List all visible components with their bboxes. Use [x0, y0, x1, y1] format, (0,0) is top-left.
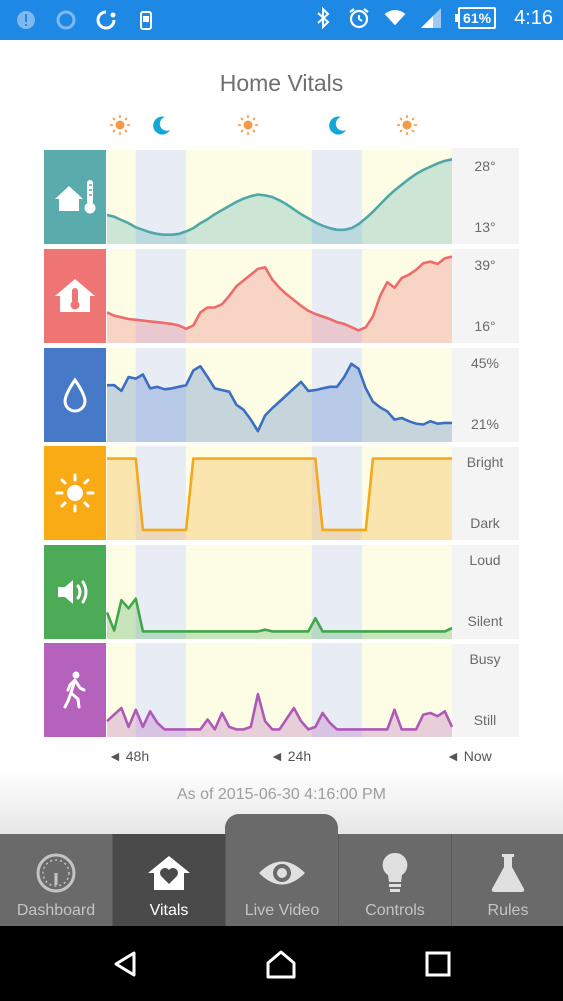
tab-dashboard[interactable]: Dashboard — [0, 834, 112, 926]
sun-icon — [55, 473, 95, 513]
row-humidity-max: 45% — [470, 355, 500, 371]
night-band — [135, 150, 187, 244]
walking-person-icon — [63, 671, 86, 709]
tile-humidity[interactable] — [44, 348, 106, 442]
alarm-icon — [347, 6, 371, 30]
series-line — [106, 692, 454, 731]
day-night-indicators — [0, 112, 563, 142]
x-tick-now: ◄ Now — [446, 748, 492, 764]
back-icon[interactable] — [107, 946, 143, 982]
moon-icon — [150, 112, 172, 138]
page-title: Home Vitals — [219, 70, 344, 96]
gauge-icon — [36, 853, 76, 893]
series-line — [105, 597, 453, 633]
tile-temperature-outdoor[interactable] — [44, 150, 106, 244]
tile-temperature-indoor[interactable] — [44, 249, 106, 343]
night-band — [311, 348, 363, 442]
night-band — [311, 446, 363, 540]
tab-live-video[interactable]: Live Video — [226, 834, 338, 926]
row-temperature-indoor-min: 16° — [474, 318, 496, 334]
home-icon[interactable] — [263, 946, 299, 982]
row-light-max: Bright — [466, 454, 504, 470]
tab-vitals[interactable]: Vitals — [113, 834, 225, 926]
status-time: 4:16 — [514, 6, 553, 29]
as-of-timestamp: As of 2015-06-30 4:16:00 PM — [176, 786, 387, 803]
sun-icon — [396, 112, 418, 138]
alert-icon — [14, 8, 38, 32]
tab-rules[interactable]: Rules — [452, 834, 563, 926]
home-thermometer-icon — [55, 279, 95, 312]
circle-icon — [94, 8, 118, 32]
tab-vitals-label: Vitals — [149, 902, 189, 919]
battery-indicator: 61% — [455, 7, 497, 29]
series-line — [106, 158, 453, 236]
row-humidity-min: 21% — [470, 416, 500, 432]
tab-controls[interactable]: Controls — [339, 834, 451, 926]
eye-icon — [259, 861, 305, 885]
tab-dashboard-label: Dashboard — [16, 902, 96, 919]
row-temperature-indoor-max: 39° — [474, 257, 496, 273]
phone-icon — [134, 8, 158, 32]
x-tick-48h: ◄ 48h — [108, 748, 150, 764]
vitals-chart — [44, 148, 519, 740]
recents-icon[interactable] — [420, 946, 456, 982]
series-line — [106, 255, 453, 332]
series-area — [107, 458, 452, 540]
sun-icon — [109, 112, 131, 138]
night-band — [135, 446, 187, 540]
row-sound-max: Loud — [469, 552, 501, 568]
signal-icon — [419, 6, 443, 30]
speaker-icon — [58, 580, 88, 604]
series-area — [107, 256, 452, 343]
row-temperature-outdoor-max: 28° — [474, 158, 496, 174]
night-band — [311, 545, 363, 639]
wifi-icon — [383, 6, 407, 30]
sync-icon — [54, 8, 78, 32]
series-area — [107, 694, 452, 737]
home-heart-icon — [148, 856, 190, 890]
row-activity-max: Busy — [469, 651, 501, 667]
flask-icon — [491, 854, 525, 892]
row-sound-min: Silent — [467, 613, 503, 629]
night-band — [135, 643, 187, 737]
water-drop-icon — [63, 377, 87, 413]
row-activity-min: Still — [473, 712, 497, 728]
lightbulb-icon — [382, 852, 408, 892]
tab-bar: Dashboard Vitals Live Video — [0, 834, 563, 926]
night-band — [135, 545, 187, 639]
x-tick-24h: ◄ 24h — [270, 748, 312, 764]
moon-icon — [326, 112, 348, 138]
tab-rules-label: Rules — [487, 902, 529, 919]
night-band — [135, 249, 187, 343]
tab-controls-label: Controls — [365, 902, 425, 919]
row-light-min: Dark — [470, 515, 500, 531]
row-temperature-outdoor-min: 13° — [474, 219, 496, 235]
tile-light[interactable] — [44, 446, 106, 540]
battery-level: 61% — [458, 7, 497, 29]
system-nav-bar — [0, 926, 563, 1001]
series-line — [107, 457, 452, 532]
tab-live-video-label: Live Video — [244, 902, 320, 919]
status-bar: 61% 4:16 — [0, 0, 563, 40]
tile-activity[interactable] — [44, 643, 106, 737]
home-thermometer-icon — [55, 180, 96, 214]
night-band — [311, 643, 363, 737]
sun-icon — [237, 112, 259, 138]
series-area — [107, 598, 452, 639]
bluetooth-icon — [311, 6, 335, 30]
night-band — [135, 348, 187, 442]
series-line — [107, 362, 452, 433]
tile-sound[interactable] — [44, 545, 106, 639]
